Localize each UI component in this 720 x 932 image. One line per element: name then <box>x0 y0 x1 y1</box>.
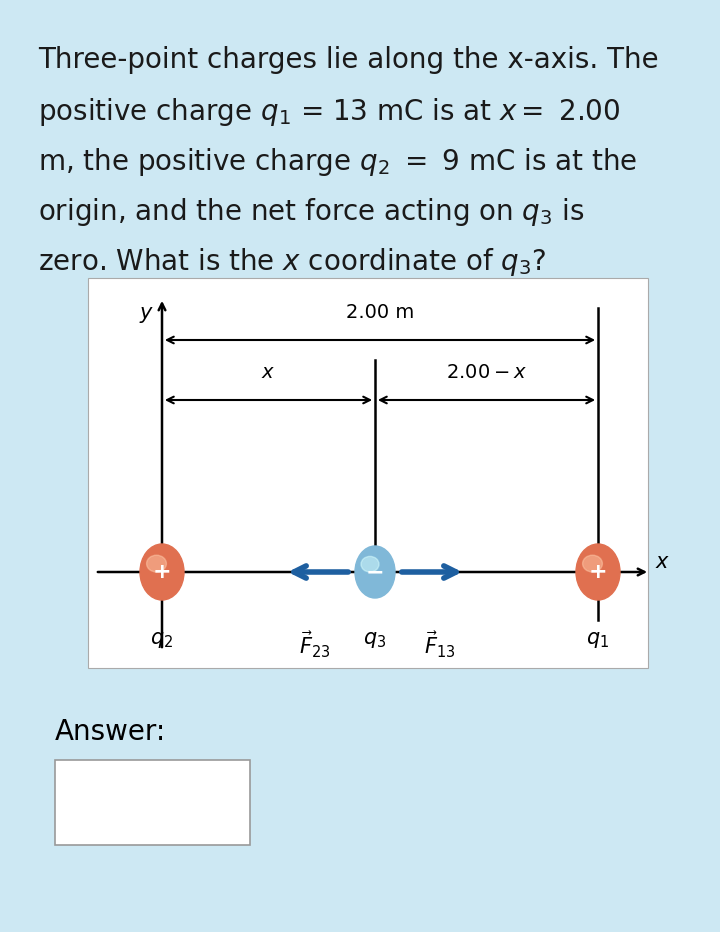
Text: origin, and the net force acting on $q_3$ is: origin, and the net force acting on $q_3… <box>38 196 585 228</box>
Text: x: x <box>656 552 668 572</box>
Text: Answer:: Answer: <box>55 718 166 746</box>
Text: +: + <box>153 562 171 582</box>
Bar <box>55 760 250 845</box>
Text: $q_2$: $q_2$ <box>150 630 174 650</box>
Text: +: + <box>589 562 607 582</box>
Text: $\vec{F}_{13}$: $\vec{F}_{13}$ <box>424 630 456 661</box>
Text: Three-point charges lie along the x-axis. The: Three-point charges lie along the x-axis… <box>38 46 659 74</box>
Text: y: y <box>140 303 152 323</box>
Ellipse shape <box>361 556 379 572</box>
Bar <box>88 278 648 668</box>
Text: $2.00 - x$: $2.00 - x$ <box>446 363 527 382</box>
Text: $\vec{F}_{23}$: $\vec{F}_{23}$ <box>300 630 330 661</box>
Ellipse shape <box>582 555 603 572</box>
Text: 2.00 m: 2.00 m <box>346 303 414 322</box>
Text: $x$: $x$ <box>261 363 276 382</box>
Text: positive charge $q_1$ = 13 mC is at $x =$ 2.00: positive charge $q_1$ = 13 mC is at $x =… <box>38 96 621 128</box>
Text: $q_3$: $q_3$ <box>364 630 387 650</box>
Ellipse shape <box>576 544 620 600</box>
Text: $q_1$: $q_1$ <box>586 630 610 650</box>
Text: −: − <box>366 562 384 582</box>
Ellipse shape <box>140 544 184 600</box>
Ellipse shape <box>355 546 395 598</box>
Text: m, the positive charge $q_2$ $=$ 9 mC is at the: m, the positive charge $q_2$ $=$ 9 mC is… <box>38 146 637 178</box>
Text: zero. What is the $x$ coordinate of $q_3$?: zero. What is the $x$ coordinate of $q_3… <box>38 246 546 278</box>
Ellipse shape <box>147 555 166 572</box>
